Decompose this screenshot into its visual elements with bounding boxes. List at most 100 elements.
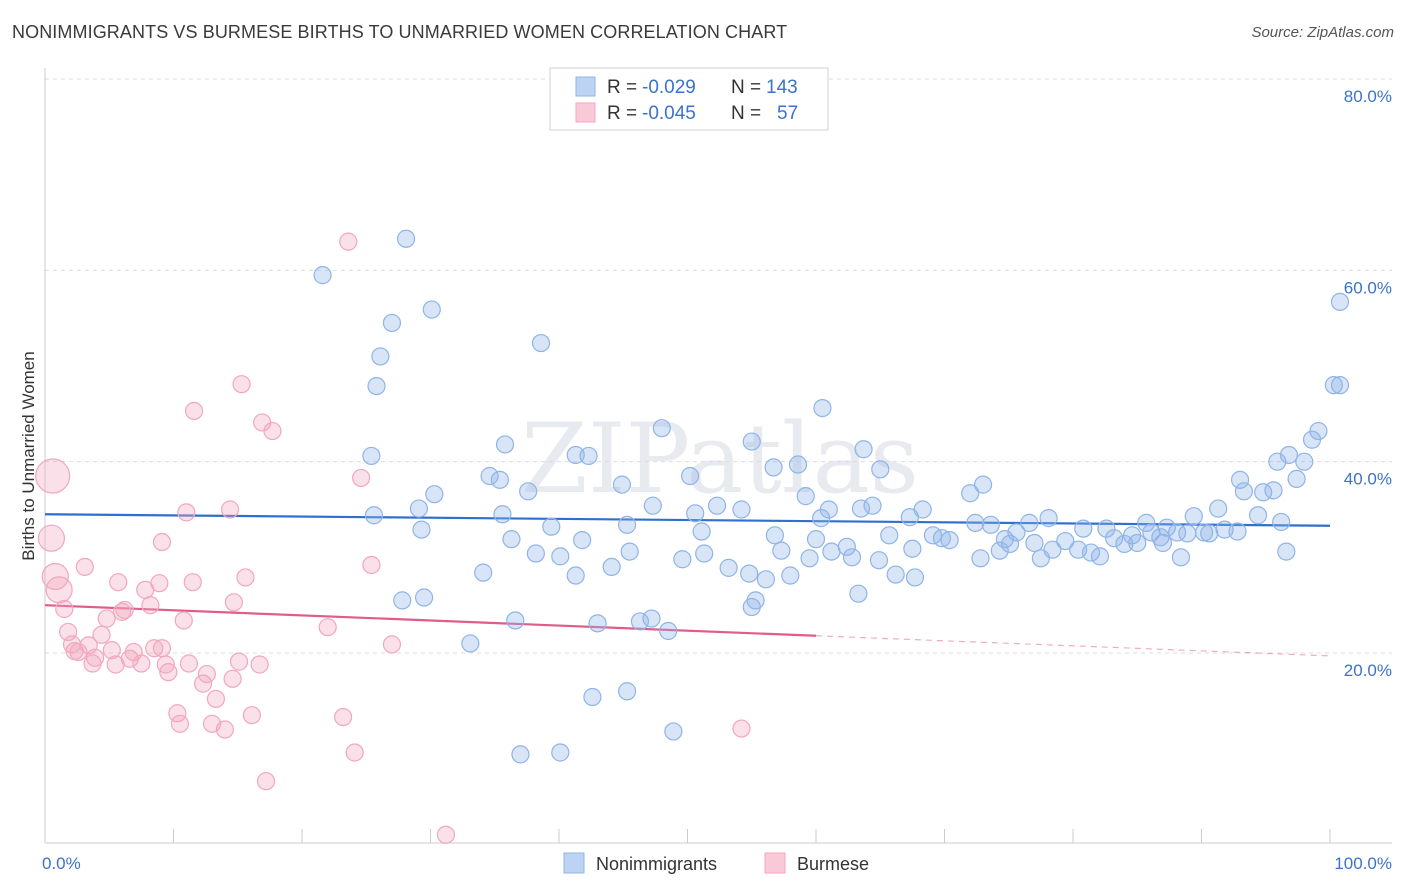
bottom-legend-swatch-burmese (764, 852, 786, 874)
chart-title: NONIMMIGRANTS VS BURMESE BIRTHS TO UNMAR… (12, 22, 788, 42)
nonimmigrants-point (886, 565, 905, 584)
burmese-point (75, 557, 94, 577)
burmese-point (183, 573, 202, 592)
burmese-point (229, 652, 249, 671)
y-tick-label-60: 60.0% (1344, 278, 1392, 297)
y-tick-label-80: 80.0% (1344, 87, 1392, 106)
y-tick-label-40: 40.0% (1344, 470, 1392, 489)
burmese-point (112, 602, 132, 621)
burmese-point (436, 825, 456, 844)
burmese-point (132, 654, 151, 673)
legend-n-value-2: 57 (777, 103, 798, 124)
burmese-point (86, 648, 105, 667)
nonimmigrants-point (707, 496, 727, 515)
nonimmigrants-point (371, 347, 390, 366)
nonimmigrants-point (1025, 533, 1044, 553)
nonimmigrants-point (940, 531, 959, 550)
nonimmigrants-point (1268, 452, 1287, 471)
nonimmigrants-point (719, 558, 738, 577)
watermark: ZIPatlas (521, 403, 919, 515)
burmese-point (45, 576, 73, 604)
nonimmigrants-point (1039, 509, 1058, 528)
nonimmigrants-point (966, 513, 985, 532)
nonimmigrants-point (1097, 519, 1116, 538)
nonimmigrants-point (393, 591, 412, 610)
nonimmigrants-point (788, 455, 808, 474)
nonimmigrants-point (1287, 469, 1306, 488)
nonimmigrants-point (1074, 519, 1093, 538)
burmese-point (102, 641, 121, 660)
burmese-point (69, 642, 88, 662)
nonimmigrants-point (1230, 470, 1250, 489)
burmese-point (168, 704, 187, 723)
bottom-legend-nonimmigrants: Nonimmigrants (596, 854, 717, 874)
burmese-point (55, 599, 74, 619)
y-tick-label-20: 20.0% (1344, 661, 1392, 680)
burmese-point (236, 568, 255, 587)
nonimmigrants-point (612, 475, 632, 494)
nonimmigrants-point (822, 542, 841, 561)
nonimmigrants-point (742, 432, 761, 451)
nonimmigrants-point (414, 588, 434, 607)
nonimmigrants-point (566, 566, 585, 585)
nonimmigrants-point (313, 266, 332, 285)
burmese-point (318, 618, 337, 637)
legend-n-label-2: N = (731, 103, 761, 124)
nonimmigrants-point (425, 485, 444, 504)
burmese-point (152, 639, 172, 658)
nonimmigrants-point (863, 496, 882, 515)
nonimmigrants-point (905, 568, 925, 587)
nonimmigrants-point (620, 542, 639, 561)
nonimmigrants-point (1279, 445, 1298, 465)
nonimmigrants-point (1056, 531, 1075, 551)
nonimmigrants-point (854, 440, 873, 459)
x-tick-labels: 0.0% 100.0% (42, 854, 1392, 873)
burmese-point (150, 574, 169, 593)
nonimmigrants-point (364, 506, 384, 525)
nonimmigrants-point (602, 557, 621, 577)
nonimmigrants-point (664, 722, 683, 741)
legend-swatch-nonimmigrants (575, 76, 596, 97)
legend-n-value-1: 143 (766, 77, 798, 98)
nonimmigrants-point (412, 520, 431, 539)
nonimmigrants-point (367, 376, 386, 396)
nonimmigrants-point (480, 466, 499, 486)
nonimmigrants-point (382, 313, 402, 333)
nonimmigrants-point (1178, 524, 1197, 543)
nonimmigrants-point (695, 544, 714, 563)
y-tick-labels: 20.0% 40.0% 60.0% 80.0% (1344, 87, 1392, 680)
x-tick-label-100: 100.0% (1334, 854, 1392, 873)
bottom-legend-burmese: Burmese (797, 854, 869, 874)
burmese-point (179, 654, 199, 673)
nonimmigrants-point (1234, 482, 1254, 501)
nonimmigrants-point (1264, 481, 1283, 500)
nonimmigrants-point (781, 566, 800, 585)
nonimmigrants-point (1324, 376, 1343, 395)
nonimmigrants-point (1043, 540, 1062, 559)
burmese-point (92, 625, 111, 644)
nonimmigrants-point (971, 549, 990, 568)
nonimmigrants-point (526, 544, 545, 563)
legend-r-label-1: R = (607, 77, 637, 98)
nonimmigrants-point (551, 547, 570, 566)
nonimmigrants-point (643, 496, 662, 515)
nonimmigrants-point (756, 570, 775, 589)
legend-r-value-2: -0.045 (642, 103, 696, 124)
nonimmigrants-point (961, 484, 980, 503)
nonimmigrants-point (692, 522, 711, 541)
legend-swatch-burmese (575, 102, 596, 123)
nonimmigrants-point (1000, 534, 1020, 554)
nonimmigrants-point (490, 470, 509, 489)
nonimmigrants-point (851, 499, 871, 518)
burmese-point (382, 635, 402, 654)
nonimmigrants-point (1137, 513, 1156, 532)
nonimmigrants-point (396, 229, 416, 248)
nonimmigrants-point (973, 475, 993, 494)
legend-r-value-1: -0.029 (642, 77, 696, 98)
nonimmigrants-point (422, 300, 441, 319)
nonimmigrants-point (461, 634, 480, 653)
burmese-point (220, 500, 240, 519)
nonimmigrants-point (618, 682, 637, 701)
nonimmigrants-point (588, 614, 607, 633)
nonimmigrants-point (1330, 376, 1350, 395)
